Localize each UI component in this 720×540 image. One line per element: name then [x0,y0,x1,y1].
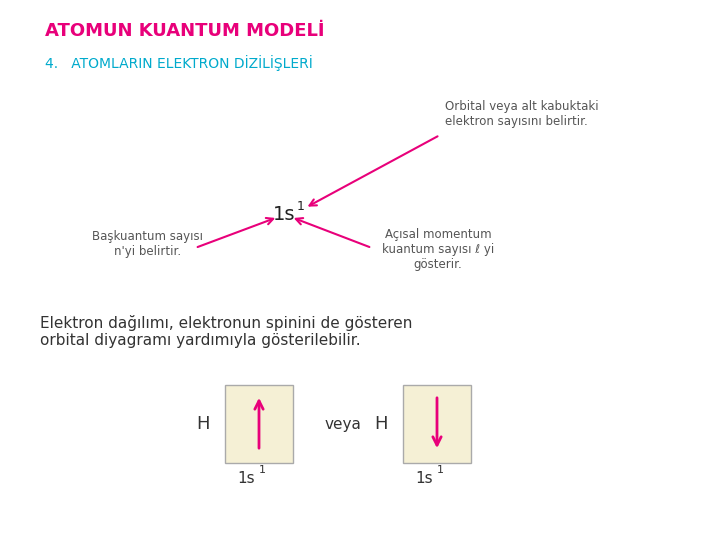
Text: H: H [197,415,210,433]
Text: ATOMUN KUANTUM MODELİ: ATOMUN KUANTUM MODELİ [45,22,325,40]
Text: 1: 1 [437,465,444,475]
Bar [225,385,293,463]
Text: Elektron dağılımı, elektronun spinini de gösteren
orbital diyagramı yardımıyla g: Elektron dağılımı, elektronun spinini de… [40,315,413,348]
Text: 1s: 1s [272,206,295,225]
Text: veya: veya [325,416,361,431]
Text: 1: 1 [297,200,305,213]
Text: 1s: 1s [238,471,255,486]
Text: H: H [374,415,388,433]
Text: Orbital veya alt kabuktaki
elektron sayısını belirtir.: Orbital veya alt kabuktaki elektron sayı… [445,100,598,128]
Text: 1: 1 [259,465,266,475]
Bar [403,385,471,463]
Text: 4.   ATOMLARIN ELEKTRON DİZİLİŞLERİ: 4. ATOMLARIN ELEKTRON DİZİLİŞLERİ [45,55,312,71]
Text: 1s: 1s [415,471,433,486]
Text: Başkuantum sayısı
n'yi belirtir.: Başkuantum sayısı n'yi belirtir. [92,230,204,258]
Text: Açısal momentum
kuantum sayısı ℓ yi
gösterir.: Açısal momentum kuantum sayısı ℓ yi göst… [382,228,494,271]
